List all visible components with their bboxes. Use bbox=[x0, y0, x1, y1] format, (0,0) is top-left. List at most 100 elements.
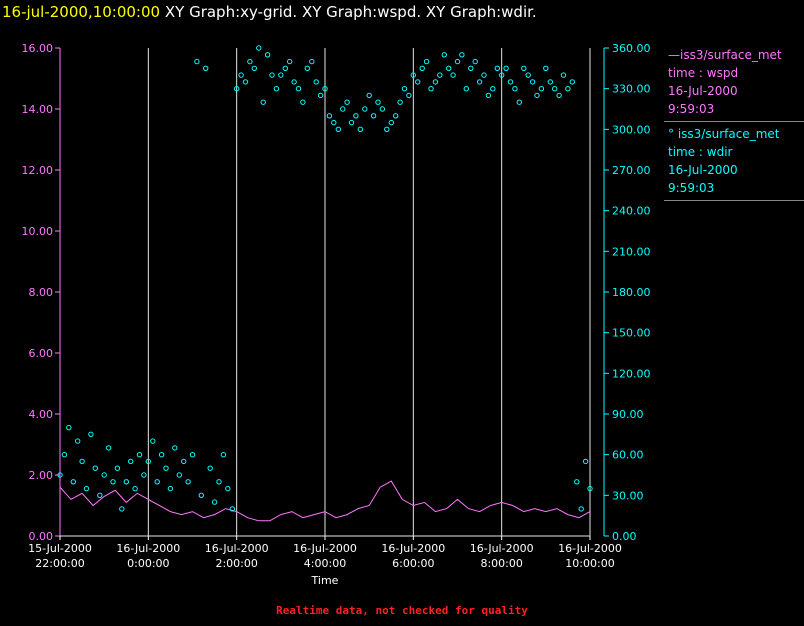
wdir-point bbox=[485, 92, 492, 99]
wdir-point bbox=[534, 92, 540, 99]
wdir-point bbox=[428, 86, 434, 92]
wdir-point bbox=[331, 119, 337, 126]
right-tick-label-5: 150.00 bbox=[612, 327, 651, 340]
wdir-point bbox=[432, 79, 439, 85]
legend-wdir-series: iss3/surface_met bbox=[677, 127, 780, 141]
wdir-point bbox=[172, 445, 178, 451]
x-tick-time-5: 8:00:00 bbox=[480, 557, 522, 570]
wdir-point bbox=[525, 72, 531, 78]
x-tick-time-1: 0:00:00 bbox=[127, 557, 169, 570]
wdir-point bbox=[468, 65, 474, 72]
wdir-point bbox=[88, 431, 94, 437]
wdir-point bbox=[547, 79, 553, 85]
left-axis: 0.00 2.00 4.00 6.00 8.00 10.00 12.00 14.00 16.00 bbox=[22, 42, 61, 543]
wdir-point bbox=[472, 58, 478, 65]
wdir-point bbox=[101, 472, 107, 478]
left-tick-label-2: 4.00 bbox=[29, 408, 54, 421]
wdir-point bbox=[141, 472, 147, 478]
wdir-point bbox=[110, 479, 116, 485]
wdir-point bbox=[105, 445, 112, 451]
x-tick-date-6: 16-Jul-2000 bbox=[558, 542, 622, 555]
wdir-point bbox=[269, 72, 275, 78]
legend-wdir-series-line: ° iss3/surface_met bbox=[668, 127, 780, 141]
wdir-point bbox=[521, 65, 527, 72]
wdir-point bbox=[450, 72, 456, 78]
wdir-point bbox=[57, 472, 63, 478]
x-tick-date-4: 16-Jul-2000 bbox=[381, 542, 445, 555]
wdir-point bbox=[401, 86, 408, 92]
left-tick-label-8: 16.00 bbox=[22, 42, 54, 55]
right-tick-label-9: 270.00 bbox=[612, 164, 651, 177]
x-tick-date-5: 16-Jul-2000 bbox=[470, 542, 534, 555]
wdir-point bbox=[181, 458, 187, 465]
wdir-point bbox=[313, 79, 319, 85]
legend-wdir: ° iss3/surface_met time : wdir 16-Jul-20… bbox=[664, 125, 804, 201]
wdir-point bbox=[503, 65, 509, 72]
xy-chart: 0.00 2.00 4.00 6.00 8.00 10.00 12.00 14.00 16.00… bbox=[22, 42, 651, 587]
wdir-point bbox=[454, 58, 461, 65]
wdir-point bbox=[145, 458, 152, 465]
wdir-point bbox=[128, 458, 134, 465]
wdir-point bbox=[123, 479, 130, 485]
wdir-point bbox=[264, 52, 271, 58]
wdir-point bbox=[216, 479, 222, 485]
wdir-point bbox=[225, 485, 231, 492]
wdir-point bbox=[335, 126, 341, 133]
wdir-point bbox=[79, 458, 85, 465]
wdir-point bbox=[247, 58, 253, 65]
wdir-point bbox=[459, 52, 465, 58]
wdir-point bbox=[278, 72, 284, 78]
wdir-point bbox=[229, 506, 236, 512]
wdir-point bbox=[499, 72, 505, 78]
wdir-point bbox=[317, 92, 324, 99]
wdir-point bbox=[256, 45, 262, 51]
wdir-point bbox=[167, 485, 174, 492]
x-tick-date-2: 16-Jul-2000 bbox=[205, 542, 269, 555]
x-axis: 15-Jul-2000 22:00:00 16-Jul-2000 0:00:00 16-… bbox=[28, 535, 622, 587]
wdir-point bbox=[419, 65, 425, 72]
right-tick-label-12: 360.00 bbox=[612, 42, 651, 55]
left-tick-label-6: 12.00 bbox=[22, 164, 54, 177]
legend-wdir-time: 9:59:03 bbox=[668, 181, 715, 195]
wdir-point bbox=[512, 86, 518, 92]
wdir-point bbox=[362, 106, 368, 112]
title-bar: 16-jul-2000,10:00:00 XY Graph:xy-grid. X… bbox=[0, 0, 804, 26]
wdir-point bbox=[574, 479, 580, 485]
right-tick-label-2: 60.00 bbox=[612, 449, 644, 462]
wdir-point bbox=[415, 79, 421, 85]
wdir-point bbox=[565, 86, 571, 92]
right-tick-label-10: 300.00 bbox=[612, 123, 651, 136]
wdir-point bbox=[220, 452, 227, 458]
x-tick-date-0: 15-Jul-2000 bbox=[28, 542, 92, 555]
grid-layer bbox=[59, 48, 591, 536]
wdir-point bbox=[340, 106, 346, 112]
wdir-point bbox=[476, 79, 483, 85]
title-graph-list: XY Graph:xy-grid. XY Graph:wspd. XY Grap… bbox=[164, 3, 537, 21]
left-tick-label-7: 14.00 bbox=[22, 103, 54, 116]
wdir-point bbox=[569, 79, 575, 85]
wdir-point bbox=[260, 99, 266, 105]
left-tick-label-5: 10.00 bbox=[22, 225, 54, 238]
wdir-point bbox=[154, 479, 160, 485]
wdir-point bbox=[423, 58, 430, 65]
right-tick-label-3: 90.00 bbox=[612, 408, 644, 421]
x-tick-time-3: 4:00:00 bbox=[304, 557, 346, 570]
wdir-point bbox=[163, 465, 169, 471]
wdir-point bbox=[507, 79, 514, 85]
wdir-point bbox=[198, 492, 205, 498]
wdir-point bbox=[437, 72, 443, 78]
wdir-point bbox=[61, 452, 68, 458]
wdir-point bbox=[353, 113, 359, 119]
wdir-point bbox=[556, 92, 562, 99]
legend-wspd-time: 9:59:03 bbox=[668, 102, 715, 116]
wdir-point bbox=[185, 479, 191, 485]
wdir-point bbox=[375, 99, 381, 105]
wdir-point bbox=[578, 506, 584, 512]
wdir-point bbox=[189, 452, 196, 458]
wdir-point bbox=[295, 86, 302, 92]
legend-wdir-date: 16-Jul-2000 bbox=[668, 163, 738, 177]
wdir-point bbox=[463, 86, 469, 92]
right-tick-label-11: 330.00 bbox=[612, 83, 651, 96]
wdir-point bbox=[75, 438, 81, 444]
left-tick-label-0: 0.00 bbox=[29, 530, 54, 543]
